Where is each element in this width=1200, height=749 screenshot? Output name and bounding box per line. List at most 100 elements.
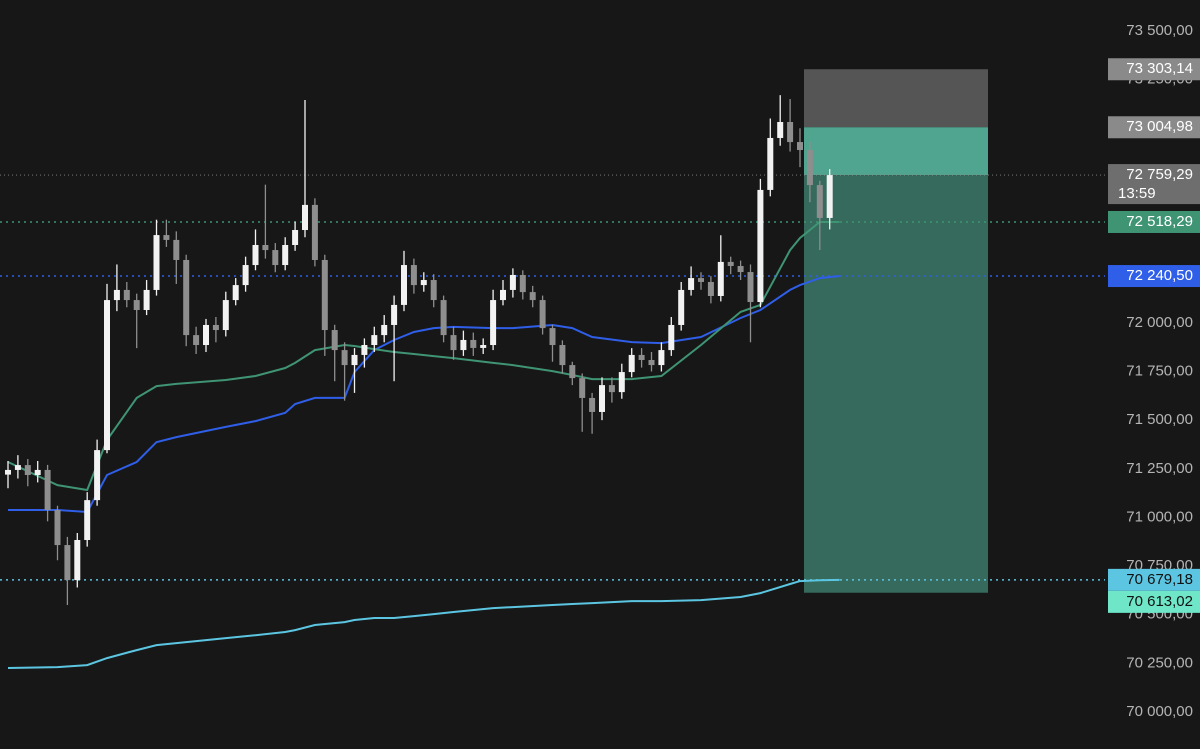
countdown: 13:59 bbox=[1118, 185, 1156, 202]
candle-body bbox=[242, 265, 249, 286]
candle-body bbox=[381, 324, 388, 336]
candle-body bbox=[84, 500, 91, 541]
candle-body bbox=[519, 274, 526, 293]
candle-body bbox=[193, 335, 200, 346]
target-zone bbox=[804, 175, 988, 593]
candle-body bbox=[707, 281, 714, 296]
candle-body bbox=[361, 345, 368, 355]
price-tag bbox=[1108, 265, 1200, 288]
candle-body bbox=[430, 280, 437, 301]
candle-body bbox=[391, 304, 398, 325]
candle-body bbox=[203, 324, 209, 346]
candle-body bbox=[331, 330, 338, 351]
candle-body bbox=[104, 300, 110, 451]
candle-body bbox=[569, 365, 576, 379]
price-tag bbox=[1108, 210, 1200, 233]
y-tick-label: 70 000,00 bbox=[1126, 703, 1193, 720]
candle-body bbox=[638, 354, 645, 361]
price-tag-label: 72 518,29 bbox=[1126, 213, 1193, 230]
candle-body bbox=[549, 328, 556, 346]
candle-body bbox=[262, 244, 269, 251]
candle-body bbox=[460, 339, 467, 351]
candle-body bbox=[678, 289, 685, 325]
candle-body bbox=[74, 540, 81, 581]
candle-body bbox=[727, 261, 734, 267]
y-tick-label: 70 250,00 bbox=[1126, 654, 1193, 671]
candle-body bbox=[252, 244, 259, 266]
candle-body bbox=[648, 360, 655, 366]
candle-body bbox=[153, 235, 160, 290]
y-tick-label: 73 500,00 bbox=[1126, 22, 1193, 39]
candle-body bbox=[579, 378, 586, 398]
candle-body bbox=[24, 465, 31, 476]
candle-body bbox=[797, 142, 803, 151]
y-tick-label: 72 000,00 bbox=[1126, 314, 1193, 331]
candle-body bbox=[341, 350, 348, 366]
candle-body bbox=[173, 239, 180, 260]
candle-body bbox=[44, 469, 51, 511]
candle-body bbox=[321, 259, 328, 331]
candle-body bbox=[14, 465, 21, 470]
candle-body bbox=[698, 278, 704, 282]
candle-body bbox=[133, 300, 140, 310]
candle-body bbox=[371, 335, 378, 346]
candle-body bbox=[420, 280, 427, 286]
candle-body bbox=[282, 244, 289, 266]
price-tag-label: 73 004,98 bbox=[1126, 118, 1193, 135]
candle-body bbox=[490, 300, 497, 346]
candle-body bbox=[767, 137, 774, 190]
candle-body bbox=[222, 300, 229, 331]
price-tag bbox=[1108, 568, 1200, 591]
candle-body bbox=[410, 265, 417, 286]
candle-body bbox=[599, 385, 605, 412]
candle-body bbox=[64, 545, 71, 581]
candle-body bbox=[688, 278, 695, 290]
price-tag bbox=[1108, 116, 1200, 139]
candle-body bbox=[618, 372, 625, 393]
price-tag-label: 70 679,18 bbox=[1126, 571, 1193, 588]
candle-body bbox=[212, 324, 219, 331]
y-tick-label: 71 000,00 bbox=[1126, 508, 1193, 525]
candle-body bbox=[826, 175, 833, 218]
candle-body bbox=[589, 397, 596, 412]
candle-body bbox=[806, 150, 813, 186]
y-tick-label: 71 500,00 bbox=[1126, 411, 1193, 428]
candle-body bbox=[5, 469, 11, 475]
candle-body bbox=[717, 261, 724, 296]
candle-body bbox=[500, 289, 506, 301]
candle-body bbox=[509, 274, 516, 290]
candle-body bbox=[529, 292, 536, 301]
indicator-line bbox=[7, 578, 840, 669]
candle-body bbox=[737, 266, 744, 273]
indicator-line bbox=[8, 275, 840, 514]
candle-body bbox=[450, 335, 457, 351]
price-tag-label: 70 613,02 bbox=[1126, 593, 1193, 610]
y-tick-label: 71 750,00 bbox=[1126, 362, 1193, 379]
candle-body bbox=[816, 185, 823, 218]
candle-body bbox=[143, 289, 150, 310]
candle-body bbox=[559, 345, 566, 366]
candle-body bbox=[757, 189, 764, 303]
candle-body bbox=[94, 450, 101, 501]
candle-body bbox=[292, 230, 299, 245]
indicator-line bbox=[7, 221, 840, 492]
candle-body bbox=[747, 272, 754, 303]
candle-body bbox=[113, 289, 120, 301]
price-tag bbox=[1108, 58, 1200, 81]
candle-body bbox=[480, 345, 487, 348]
price-tag-label: 73 303,14 bbox=[1126, 60, 1193, 77]
candle-body bbox=[34, 469, 41, 476]
stop-zone bbox=[804, 69, 988, 128]
price-tag bbox=[1108, 590, 1200, 613]
candle-body bbox=[272, 250, 279, 266]
candle-body bbox=[777, 122, 784, 138]
candle-body bbox=[440, 300, 447, 336]
candle-body bbox=[311, 204, 318, 260]
candle-body bbox=[123, 289, 130, 301]
profit-zone bbox=[804, 127, 988, 176]
candle-body bbox=[163, 235, 170, 240]
candle-body bbox=[470, 339, 477, 348]
candle-body bbox=[232, 285, 239, 301]
